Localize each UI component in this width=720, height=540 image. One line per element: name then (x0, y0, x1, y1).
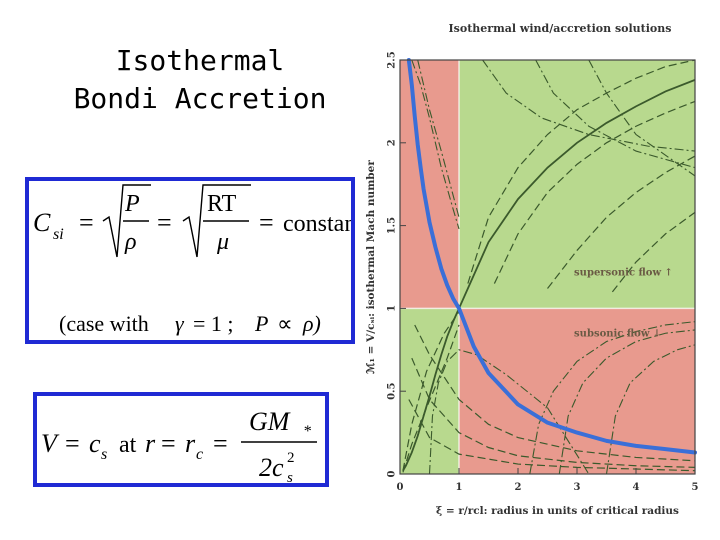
eq2-eq-1: = (65, 429, 80, 458)
chart-title: Isothermal wind/accretion solutions (449, 22, 672, 35)
y-tick-label: 2.5 (387, 51, 398, 68)
x-tick-label: 4 (633, 482, 640, 493)
dashed-supersonic-curve (547, 155, 696, 289)
x-axis-label: ξ = r/rcl: radius in units of critical r… (436, 505, 679, 517)
eq1-propto: ∝ (277, 311, 293, 336)
eq1-gamma: γ (175, 311, 185, 336)
eq2-eq-2: = (161, 429, 176, 458)
dashdot-curve (535, 59, 696, 169)
x-tick-label: 1 (456, 482, 463, 493)
chart-curves (402, 58, 697, 475)
eq2-c: c (89, 429, 101, 458)
eq1-rt: RT (207, 191, 237, 217)
dashdot-curve (558, 329, 696, 475)
region-red-0 (400, 60, 459, 309)
title-line-1: Isothermal (115, 44, 285, 77)
eq1-mu: μ (216, 229, 229, 255)
slide-title: Isothermal Bondi Accretion (60, 42, 340, 118)
chart-frame (399, 59, 696, 475)
eq1-c: C (33, 208, 51, 237)
eq2-2c: 2c (259, 453, 284, 482)
y-axis-label: ℳ₁ = V/cₛᵢ: isothermal Mach number (365, 160, 377, 374)
x-tick-label: 3 (574, 482, 581, 493)
x-tick-label: 2 (515, 482, 522, 493)
eq1-case-text: (case with (59, 311, 149, 336)
supersonic-label: supersonic flow ↑ (574, 267, 673, 278)
dashdot-curve (428, 349, 590, 475)
eq1-p: P (124, 191, 140, 217)
y-tick-label: 0.5 (387, 382, 398, 399)
dashed-subsonic-curve (402, 324, 460, 473)
dashed-subsonic-curve (402, 311, 460, 471)
x-tick-label: 0 (397, 482, 404, 493)
region-green-1 (459, 60, 695, 309)
eq2-star: * (303, 423, 311, 440)
eq1-eq-1: = (79, 208, 94, 237)
eq2-eq-3: = (213, 429, 228, 458)
eq2-at: at (119, 432, 137, 458)
eq1-eq-3: = (259, 208, 274, 237)
y-tick-label: 2 (387, 139, 398, 146)
eq2-s-sub: s (101, 446, 107, 463)
eq1-sqrt-2 (182, 184, 251, 258)
dashdot-curve (417, 59, 460, 218)
eq2-rc-sub: c (196, 446, 203, 463)
critical-radius-equation-box: V = c s at r = r c = GM * 2c 2 s (33, 392, 329, 487)
y-tick-label: 1.5 (387, 217, 398, 234)
dashdot-curve (588, 59, 696, 177)
title-line-2: Bondi Accretion (73, 82, 327, 115)
sound-speed-equation: C si = P ρ = RT μ = constant (case with … (33, 184, 363, 336)
dashed-supersonic-curve (611, 211, 696, 293)
accretion-solution-curve (406, 58, 697, 455)
eq1-sqrt-1 (102, 184, 151, 258)
dashed-supersonic-curve (467, 59, 696, 284)
dashdot-curve (605, 344, 696, 475)
eq1-prop-rho: ρ) (302, 311, 321, 336)
y-tick-label: 0 (387, 470, 398, 477)
dashed-subsonic-curve (414, 324, 696, 462)
eq2-gm: GM (249, 407, 291, 436)
sound-speed-equation-box: C si = P ρ = RT μ = constant (case with … (25, 177, 363, 344)
eq1-c-sub: si (53, 226, 64, 243)
y-tick-label: 1 (387, 305, 398, 312)
eq2-c-sub: s (287, 470, 293, 483)
dashed-supersonic-curve (493, 100, 696, 284)
subsonic-label: subsonic flow ↓ (574, 329, 661, 340)
eq1-constant: constant (283, 211, 351, 237)
chart-ticks: 0 1 2 3 4 5 0 0.5 1 1.5 2 2.5 (387, 51, 699, 493)
eq1-eq-one: = 1 ; (193, 311, 234, 336)
dashdot-curve (411, 59, 460, 230)
eq2-c-sup: 2 (287, 450, 295, 466)
eq1-eq-2: = (157, 208, 172, 237)
dashdot-curve (482, 59, 696, 152)
region-green-2 (400, 308, 459, 474)
isothermal-solutions-chart: Isothermal wind/accretion solutions 0 1 2 3… (365, 22, 699, 517)
eq2-rc: r (185, 429, 196, 458)
eq2-r: r (145, 429, 156, 458)
critical-radius-equation: V = c s at r = r c = GM * 2c 2 s (41, 407, 317, 486)
eq1-rho: ρ (124, 229, 137, 255)
eq1-prop-p: P (254, 311, 268, 336)
wind-solution-curve (402, 79, 696, 472)
eq2-v: V (41, 429, 60, 458)
chart-regions (400, 60, 695, 474)
x-tick-label: 5 (692, 482, 699, 493)
